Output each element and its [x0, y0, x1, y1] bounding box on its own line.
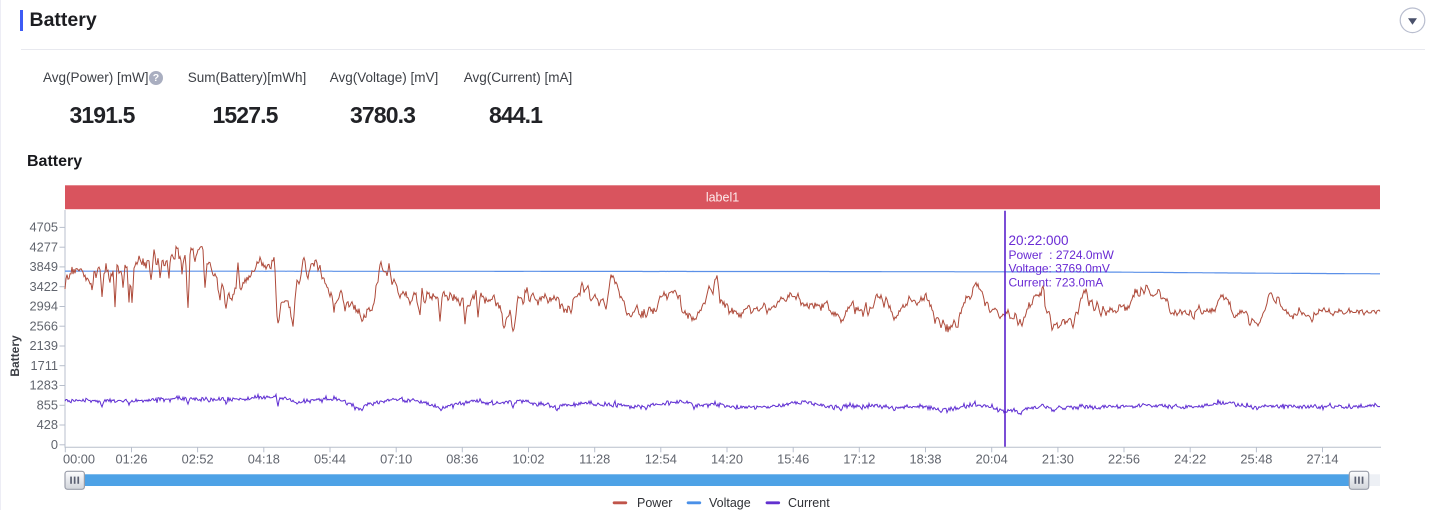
svg-text:07:10: 07:10	[380, 452, 412, 467]
svg-text:02:52: 02:52	[182, 452, 214, 467]
svg-text:24:22: 24:22	[1174, 452, 1206, 467]
svg-text:04:18: 04:18	[248, 452, 280, 467]
svg-text:14:20: 14:20	[711, 452, 743, 467]
svg-text:15:46: 15:46	[777, 452, 809, 467]
svg-text:Current: 723.0mA: Current: 723.0mA	[1009, 275, 1104, 289]
svg-text:08:36: 08:36	[446, 452, 478, 467]
svg-text:Voltage: Voltage	[709, 496, 751, 510]
svg-text:18:38: 18:38	[909, 452, 941, 467]
svg-text:20:22:000: 20:22:000	[1009, 233, 1069, 248]
svg-text:Current: Current	[788, 496, 830, 510]
svg-text:855: 855	[37, 398, 58, 413]
svg-text:25:48: 25:48	[1240, 452, 1272, 467]
svg-text:00:00: 00:00	[63, 452, 95, 467]
svg-text:17:12: 17:12	[843, 452, 875, 467]
svg-text:3422: 3422	[30, 279, 58, 294]
svg-text:27:14: 27:14	[1306, 452, 1338, 467]
svg-text:11:28: 11:28	[579, 452, 610, 467]
svg-text:2139: 2139	[30, 338, 58, 353]
svg-text:20:04: 20:04	[976, 452, 1008, 467]
svg-text:Power : 2724.0mW: Power : 2724.0mW	[1009, 248, 1115, 262]
svg-text:22:56: 22:56	[1108, 452, 1140, 467]
svg-text:05:44: 05:44	[314, 452, 346, 467]
svg-text:Power: Power	[637, 496, 672, 510]
svg-text:2994: 2994	[30, 299, 58, 314]
svg-text:1283: 1283	[30, 378, 58, 393]
svg-text:Voltage: 3769.0mV: Voltage: 3769.0mV	[1009, 262, 1110, 276]
svg-text:12:54: 12:54	[645, 452, 677, 467]
svg-text:10:02: 10:02	[512, 452, 544, 467]
svg-text:4277: 4277	[30, 239, 58, 254]
svg-text:2566: 2566	[30, 318, 58, 333]
svg-text:Battery: Battery	[8, 335, 22, 377]
svg-text:0: 0	[51, 437, 58, 452]
svg-text:label1: label1	[706, 190, 739, 204]
svg-text:01:26: 01:26	[115, 452, 147, 467]
svg-text:1711: 1711	[30, 358, 58, 373]
svg-text:4705: 4705	[30, 220, 58, 235]
svg-text:3849: 3849	[30, 259, 58, 274]
svg-text:21:30: 21:30	[1042, 452, 1074, 467]
svg-text:428: 428	[37, 417, 58, 432]
